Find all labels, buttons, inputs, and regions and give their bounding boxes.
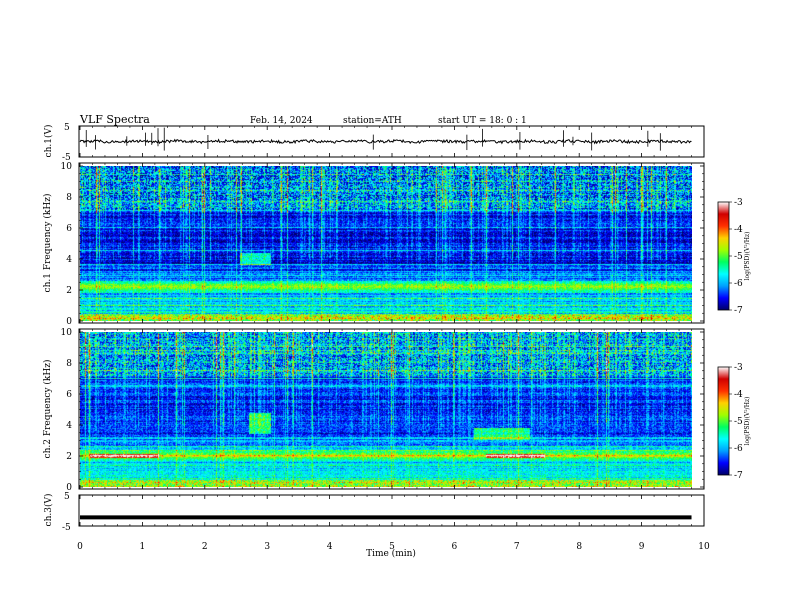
ch1-freq-ylabel: ch.1 Frequency (kHz)	[42, 194, 53, 293]
ch1-waveform-trace	[79, 138, 692, 145]
ch3-ytick-top: 5	[64, 492, 70, 502]
colorbar-tick-label: -4	[734, 225, 743, 235]
colorbar-tick-label: -7	[734, 306, 743, 316]
colorbar-tick-label: -4	[734, 390, 743, 400]
ch3-waveform-panel: 5 -5 ch.3(V)	[43, 492, 705, 533]
ch1-ylabel: ch.1(V)	[43, 125, 54, 158]
ch1-freq-axis: 0 2 4 6 8 10	[61, 162, 704, 327]
y-tick-label: 8	[66, 359, 72, 369]
colorbar-tick-label: -3	[734, 198, 743, 208]
ch2-colorbar: -3 -4 -5 -6 -7 log(PSD)(V²/Hz)	[717, 363, 751, 481]
y-tick-label: 10	[61, 328, 73, 338]
x-tick-label: 4	[327, 542, 333, 552]
y-tick-label: 6	[66, 390, 72, 400]
x-tick-label: 8	[576, 542, 582, 552]
y-tick-label: 8	[66, 193, 72, 203]
ch1-colorbar: -3 -4 -5 -6 -7 log(PSD)(V²/Hz)	[717, 198, 751, 316]
ch3-ytick-bottom: -5	[62, 523, 71, 533]
ch2-colorbar-gradient	[718, 367, 729, 475]
y-tick-label: 2	[66, 452, 72, 462]
ch1-colorbar-gradient	[718, 202, 729, 310]
ch1-waveform-panel: 5 -5 ch.1(V)	[43, 123, 705, 163]
colorbar-tick-label: -3	[734, 363, 743, 373]
time-axis-label: Time (min)	[366, 548, 416, 559]
x-tick-label: 1	[140, 542, 146, 552]
ch2-freq-axis: 0 2 4 6 8 10	[61, 328, 704, 493]
y-tick-label: 0	[66, 483, 72, 493]
y-tick-label: 4	[66, 255, 72, 265]
ch1-spectrogram-panel: 0 2 4 6 8 10 ch.1 Frequency (kHz)	[42, 162, 705, 327]
ch1-spike-group	[85, 127, 661, 151]
x-tick-label: 7	[514, 542, 520, 552]
ch1-ytick-bottom: -5	[62, 153, 71, 163]
x-tick-label: 3	[264, 542, 270, 552]
x-tick-label: 5	[389, 542, 395, 552]
ch2-colorbar-label: log(PSD)(V²/Hz)	[744, 397, 751, 446]
ch1-ytick-top: 5	[64, 123, 70, 133]
x-tick-label: 6	[452, 542, 458, 552]
ch2-freq-ylabel: ch.2 Frequency (kHz)	[42, 360, 53, 459]
figure-title: VLF Spectra	[79, 113, 150, 126]
x-tick-label: 0	[77, 542, 83, 552]
colorbar-tick-label: -7	[734, 471, 743, 481]
y-tick-label: 0	[66, 317, 72, 327]
y-tick-label: 6	[66, 224, 72, 234]
ch2-spectrogram-panel: 0 2 4 6 8 10 ch.2 Frequency (kHz)	[42, 328, 705, 493]
start-time-label: start UT = 18: 0 : 1	[438, 116, 527, 126]
date-label: Feb. 14, 2024	[250, 116, 313, 126]
station-label: station=ATH	[343, 116, 402, 126]
ch1-colorbar-ticks: -3 -4 -5 -6 -7	[729, 198, 743, 316]
x-tick-label: 2	[202, 542, 208, 552]
y-tick-label: 2	[66, 286, 72, 296]
y-tick-label: 10	[61, 162, 73, 172]
time-axis: 0 1 2 3 4 5 6 7 8 9 10	[77, 126, 710, 552]
ch3-ylabel: ch.3(V)	[43, 494, 54, 527]
ch3-waveform-frame	[78, 494, 705, 527]
colorbar-tick-label: -6	[734, 279, 743, 289]
colorbar-tick-label: -5	[734, 417, 743, 427]
ch2-colorbar-ticks: -3 -4 -5 -6 -7	[729, 363, 743, 481]
x-tick-label: 9	[639, 542, 645, 552]
y-tick-label: 4	[66, 421, 72, 431]
colorbar-tick-label: -6	[734, 444, 743, 454]
ch1-colorbar-label: log(PSD)(V²/Hz)	[744, 232, 751, 281]
ch2-spectrogram-image	[80, 332, 692, 487]
ch1-spectrogram-image	[80, 166, 692, 321]
colorbar-tick-label: -5	[734, 252, 743, 262]
x-tick-label: 10	[698, 542, 710, 552]
